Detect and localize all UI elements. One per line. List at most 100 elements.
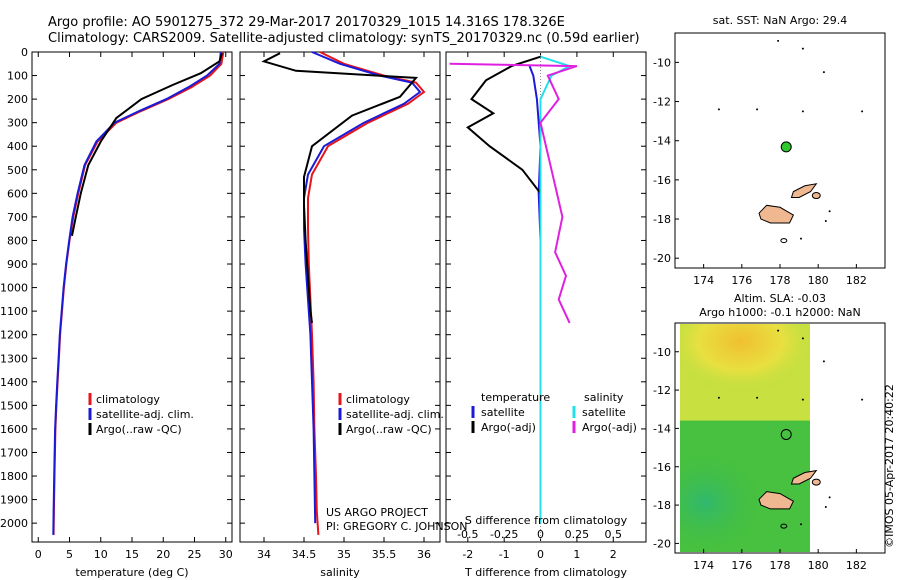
y-tick-label: 1200 — [0, 329, 28, 342]
s-tick-label: -0.5 — [457, 528, 478, 541]
x-tick-label: 20 — [156, 548, 170, 561]
legend-label-satellite: satellite-adj. clim. — [96, 408, 194, 421]
s-tick-label: 0.25 — [565, 528, 590, 541]
islet — [828, 210, 831, 213]
islet — [824, 220, 827, 222]
island-vanua-levu — [790, 469, 818, 485]
island-kadavu — [780, 523, 788, 529]
y-tick-label: 1700 — [0, 446, 28, 459]
x-tick-label: 2 — [610, 548, 617, 561]
map-x-tick-label: 182 — [846, 559, 867, 572]
series-line-satellite-adj-clim- — [52, 51, 222, 535]
x-tick-label: 35.5 — [372, 548, 397, 561]
y-tick-label: 0 — [21, 46, 28, 59]
series-line-argo-raw-qc- — [261, 52, 419, 324]
argo-float-marker — [780, 428, 792, 440]
temperature-chart: 0 5 10 15 20 25 300100200300400500600700800900… — [0, 46, 233, 561]
y-tick-label: 1600 — [0, 423, 28, 436]
map-y-tick-label: -20 — [653, 252, 671, 265]
islet — [861, 110, 864, 113]
x-tick-label: 35 — [337, 548, 351, 561]
map-x-tick-label: 178 — [770, 274, 791, 287]
x-tick-label: -1 — [499, 548, 510, 561]
map-x-tick-label: 180 — [808, 559, 829, 572]
salinity-legend: climatology satellite-adj. clim. Argo(..… — [338, 393, 444, 436]
y-tick-label: 900 — [7, 258, 28, 271]
series-line-climatology — [52, 51, 225, 535]
island-vanua-levu — [790, 183, 818, 198]
map-x-tick-label: 178 — [770, 559, 791, 572]
islet — [801, 337, 804, 340]
map-x-tick-label: 180 — [808, 274, 829, 287]
islet — [756, 396, 759, 399]
y-tick-label: 1300 — [0, 352, 28, 365]
sla-map-title-2: Argo h1000: -0.1 h2000: NaN — [699, 306, 861, 319]
temperature-xlabel: temperature (deg C) — [75, 566, 188, 579]
islet — [777, 39, 780, 42]
legend-header-salinity: salinity — [584, 391, 624, 404]
series-line-s-argo-adj- — [449, 62, 578, 324]
island-viti-levu — [758, 491, 795, 510]
islet — [801, 398, 804, 401]
salinity-chart: 34 34.5 35 35.5 36 — [240, 51, 440, 561]
legend-label-s-argo: Argo(-adj) — [582, 421, 637, 434]
y-tick-label: 100 — [7, 70, 28, 83]
series-line-argo-raw-qc- — [71, 52, 223, 236]
temperature-legend: climatology satellite-adj. clim. Argo(..… — [88, 393, 194, 436]
project-label: US ARGO PROJECT — [326, 506, 428, 519]
islet — [777, 329, 780, 332]
map-y-tick-label: -10 — [653, 346, 671, 359]
y-tick-label: 500 — [7, 164, 28, 177]
island-kadavu — [780, 238, 788, 244]
map-y-tick-label: -20 — [653, 537, 671, 550]
salinity-xlabel: salinity — [320, 566, 360, 579]
argo-float-marker — [780, 141, 792, 153]
s-tick-label: 0 — [537, 528, 544, 541]
islet — [717, 396, 720, 399]
x-tick-label: 10 — [94, 548, 108, 561]
y-tick-label: 1000 — [0, 282, 28, 295]
difference-chart: -2 -1 0 1 2 -0.5 -0.25 0 0.25 0.5 — [446, 51, 646, 561]
islet — [800, 237, 802, 240]
legend-label-s-satellite: satellite — [582, 406, 626, 419]
islet — [801, 47, 804, 50]
x-tick-label: 0 — [537, 548, 544, 561]
map-x-tick-label: 174 — [693, 274, 714, 287]
map-x-tick-label: 176 — [731, 274, 752, 287]
legend-header-temperature: temperature — [481, 391, 550, 404]
y-tick-label: 1900 — [0, 494, 28, 507]
map-y-tick-label: -18 — [653, 499, 671, 512]
t-difference-xlabel: T difference from climatology — [464, 566, 627, 579]
islet — [824, 506, 827, 508]
map-y-tick-label: -10 — [653, 56, 671, 69]
series-line-satellite-adj-clim- — [303, 51, 422, 524]
imos-credit: ©IMOS 05-Apr-2017 20:40:22 — [883, 384, 896, 548]
legend-label-climatology: climatology — [346, 393, 410, 406]
map-y-tick-label: -12 — [653, 96, 671, 109]
island-taveuni — [811, 192, 821, 200]
header-line-2: Climatology: CARS2009. Satellite-adjuste… — [48, 31, 640, 46]
islet — [861, 398, 864, 401]
islet — [717, 108, 720, 111]
map-frame — [674, 32, 886, 269]
y-tick-label: 1400 — [0, 376, 28, 389]
legend-label-argo: Argo(..raw -QC) — [96, 423, 182, 436]
pi-label: PI: GREGORY C. JOHNSON — [326, 520, 467, 533]
x-tick-label: 34.5 — [292, 548, 317, 561]
x-tick-label: 30 — [219, 548, 233, 561]
map-x-tick-label: 182 — [846, 274, 867, 287]
sla-map: 174 176 178 180 182 -10 -12 -14 -16 -18 -20 — [653, 322, 886, 572]
y-tick-label: 1800 — [0, 470, 28, 483]
header-line-1: Argo profile: AO 5901275_372 29-Mar-2017… — [48, 15, 565, 30]
islet — [828, 496, 831, 499]
islet — [756, 108, 759, 111]
legend-label-climatology: climatology — [96, 393, 160, 406]
sst-map-title: sat. SST: NaN Argo: 29.4 — [713, 14, 847, 27]
s-tick-label: -0.25 — [490, 528, 518, 541]
y-tick-label: 700 — [7, 211, 28, 224]
difference-panel-frame — [445, 51, 647, 543]
legend-label-satellite: satellite-adj. clim. — [346, 408, 444, 421]
sst-map: 174 176 178 180 182 -10 -12 -14 -16 -18 -20 — [653, 32, 886, 287]
series-line-t-satellite — [528, 65, 542, 524]
difference-legend: temperature salinity satellite Argo(-adj… — [471, 391, 637, 434]
